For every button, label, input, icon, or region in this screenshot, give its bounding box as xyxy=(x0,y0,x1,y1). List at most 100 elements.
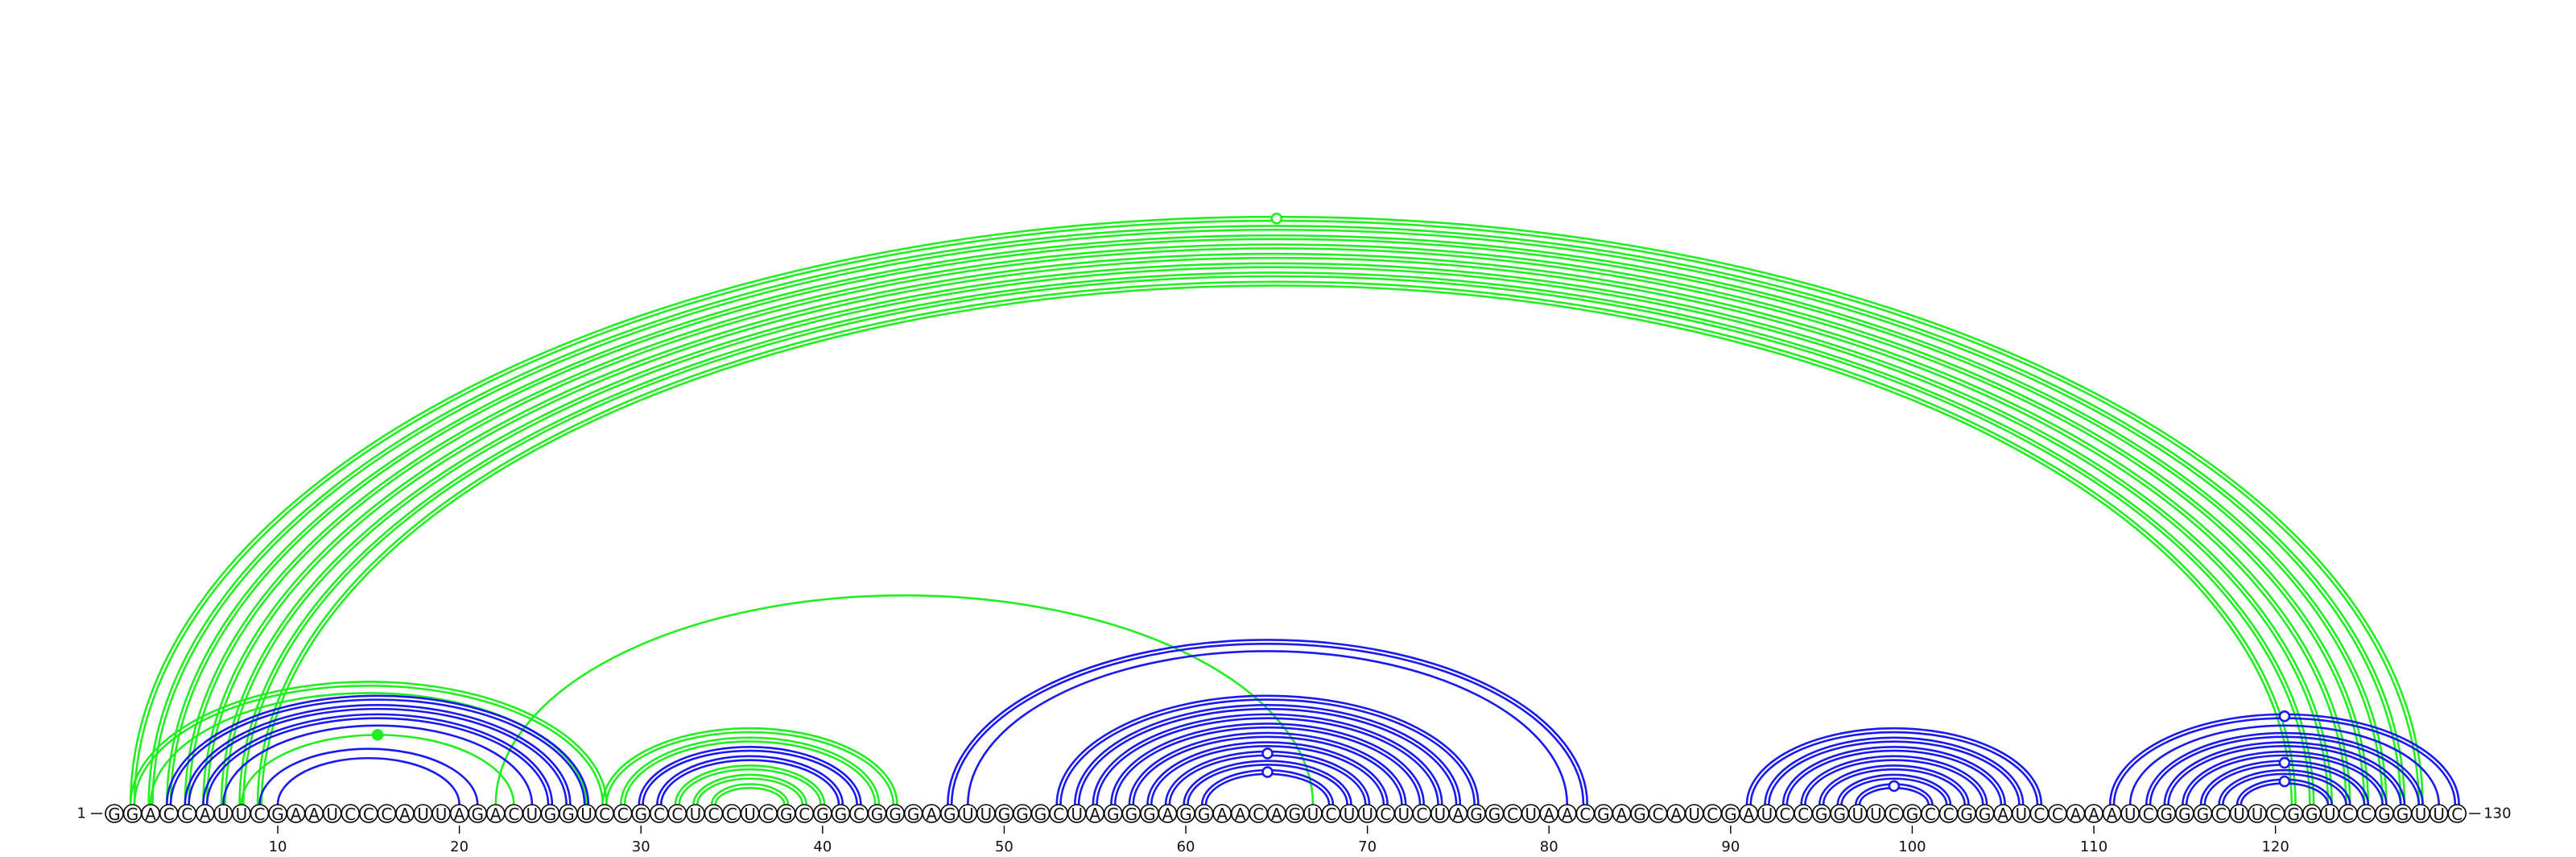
nucleotide-letter: U xyxy=(1435,805,1447,824)
nucleotide-letter: U xyxy=(580,805,592,824)
arc-114-127-inner xyxy=(2167,745,2402,806)
nucleotide-letter: C xyxy=(1579,805,1591,824)
nucleotide-79: U xyxy=(1521,804,1541,824)
arc-34-38-outer xyxy=(710,783,790,806)
nucleotide-letter: C xyxy=(708,805,719,824)
nucleotide-50: G xyxy=(994,804,1014,824)
arc-60-69-outer xyxy=(1183,760,1352,806)
nucleotide-54: U xyxy=(1067,804,1087,824)
nucleotide-letter: U xyxy=(980,805,993,824)
tick-label-40: 40 xyxy=(813,838,832,855)
nucleotide-letter: A xyxy=(1235,805,1246,824)
nucleotide-96: G xyxy=(1830,804,1849,824)
arc-113-128-inner xyxy=(2149,735,2421,806)
nucleotide-letter: C xyxy=(599,805,610,824)
nucleotide-27: U xyxy=(576,804,597,824)
nucleotide-42: C xyxy=(849,804,869,824)
nucleotide-36: U xyxy=(740,804,760,824)
nucleotide-41: G xyxy=(831,804,851,824)
nucleotide-1: G xyxy=(105,804,124,824)
nucleotide-letter: A xyxy=(1562,805,1573,824)
arc-5-26-inner xyxy=(188,707,568,806)
arc-57-72-inner xyxy=(1132,735,1403,806)
nucleotide-95: G xyxy=(1811,804,1831,824)
nucleotide-letter: U xyxy=(417,805,429,824)
nucleotide-letter: G xyxy=(1833,805,1846,824)
arc-54-75-inner xyxy=(1077,707,1458,806)
nucleotide-21: G xyxy=(468,804,488,824)
arc-56-73-outer xyxy=(1110,722,1426,806)
nucleotide-letter: C xyxy=(345,805,356,824)
nucleotide-82: C xyxy=(1575,804,1596,824)
arc-33-39-outer xyxy=(692,773,807,806)
nucleotide-letter: G xyxy=(2396,805,2409,824)
nucleotide-2: G xyxy=(122,804,142,824)
nucleotide-letter: G xyxy=(1470,805,1483,824)
nucleotide-letter: A xyxy=(291,805,302,824)
nucleotide-99: C xyxy=(1885,804,1904,824)
nucleotide-letter: G xyxy=(998,805,1011,824)
nucleotide-33: U xyxy=(686,804,705,824)
nucleotide-letter: C xyxy=(654,805,665,824)
nucleotide-30: G xyxy=(631,804,651,824)
marker-61-68 xyxy=(1261,766,1274,778)
nucleotide-74: U xyxy=(1430,804,1450,824)
nucleotide-110: A xyxy=(2084,804,2103,824)
nucleotide-105: A xyxy=(1993,804,2013,824)
nucleotide-letter: U xyxy=(1307,805,1319,824)
arc-9-121-outer xyxy=(256,280,2297,806)
nucleotide-66: G xyxy=(1285,804,1305,824)
nucleotide-32: C xyxy=(667,804,687,824)
nucleotide-letter: A xyxy=(1162,805,1174,824)
nucleotide-12: A xyxy=(304,804,324,824)
nucleotide-letter: G xyxy=(2378,805,2391,824)
nucleotide-80: A xyxy=(1539,804,1559,824)
nucleotide-67: U xyxy=(1303,804,1323,824)
nucleotide-letter: G xyxy=(1289,805,1302,824)
nucleotide-75: A xyxy=(1448,804,1468,824)
nucleotide-letter: C xyxy=(181,805,192,824)
nucleotide-letter: C xyxy=(2451,805,2462,824)
nucleotide-letter: C xyxy=(2033,805,2045,824)
nucleotide-92: U xyxy=(1757,804,1777,824)
position-ticks: 10 20 30 40 50 60 70 80 90 100 110 120 xyxy=(269,826,2289,855)
marker-59-70 xyxy=(1261,747,1274,760)
arc-115-126-outer xyxy=(2182,750,2388,806)
nucleotide-letter: U xyxy=(2233,805,2245,824)
arc-6-124-outer xyxy=(202,252,2351,806)
tick-label-30: 30 xyxy=(632,838,650,855)
nucleotide-letter: G xyxy=(1125,805,1138,824)
nucleotide-letter: G xyxy=(271,805,284,824)
nucleotide-120: C xyxy=(2265,804,2285,824)
nucleotide-61: G xyxy=(1194,804,1214,824)
nucleotide-4: C xyxy=(159,804,179,824)
nucleotide-letter: C xyxy=(1889,805,1900,824)
nucleotide-letter: G xyxy=(2287,805,2300,824)
nucleotide-letter: A xyxy=(1216,805,1228,824)
nucleotide-letter: U xyxy=(962,805,974,824)
arc-94-104-inner xyxy=(1804,759,1984,806)
nucleotide-3: A xyxy=(141,804,160,824)
nucleotide-circle xyxy=(2447,804,2467,823)
arc-117-124-inner xyxy=(2222,772,2347,806)
nucleotide-letter: A xyxy=(2088,805,2099,824)
nucleotide-70: U xyxy=(1357,804,1377,824)
nucleotide-letter: U xyxy=(2015,805,2027,824)
nucleotide-122: G xyxy=(2301,804,2322,824)
nucleotide-6: A xyxy=(196,804,215,824)
arc-2-28-inner xyxy=(133,684,605,806)
arc-4-27-inner xyxy=(169,698,586,806)
arc-93-105-inner xyxy=(1785,749,2003,806)
nucleotide-115: G xyxy=(2175,804,2194,824)
tick-label-50: 50 xyxy=(995,838,1013,855)
arc-8-122-inner xyxy=(242,275,2311,806)
nucleotide-letter: G xyxy=(1633,805,1646,824)
arc-6-124-inner xyxy=(205,256,2347,806)
tick-label-110: 110 xyxy=(2080,838,2107,855)
arc-9-121-inner xyxy=(260,284,2293,806)
nucleotide-8: U xyxy=(232,804,251,824)
arc-6-25-outer xyxy=(202,713,554,806)
nucleotide-18: U xyxy=(413,804,433,824)
nucleotide-letter: C xyxy=(2270,805,2281,824)
nucleotide-34: C xyxy=(704,804,724,824)
